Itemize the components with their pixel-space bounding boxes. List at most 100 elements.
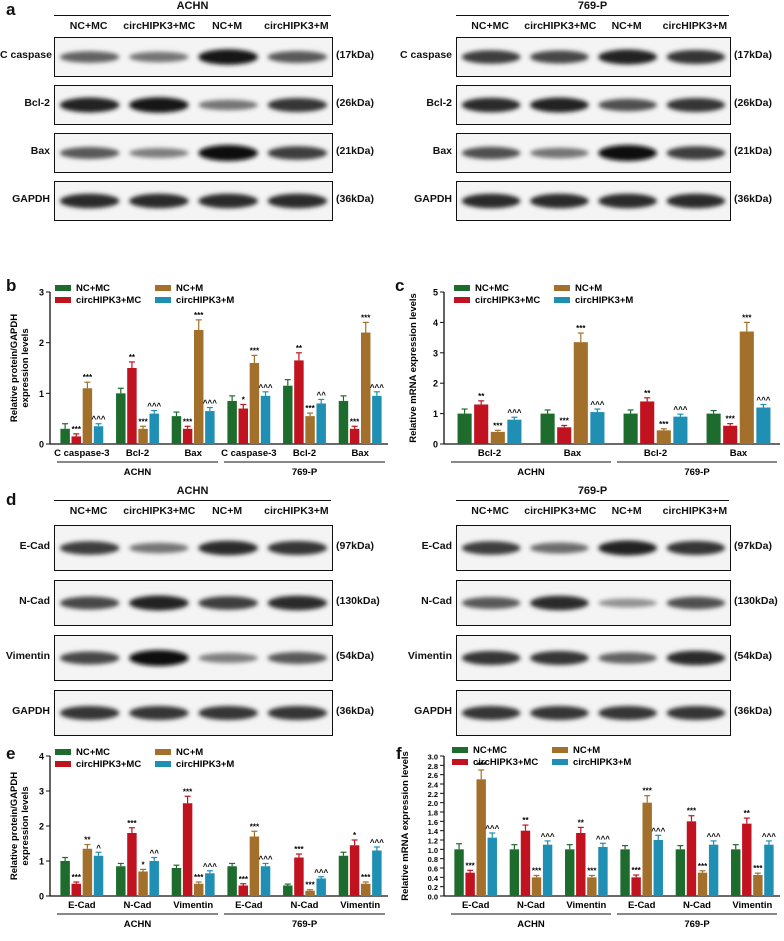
- bar: [349, 428, 360, 444]
- bar: [623, 413, 638, 444]
- protein-label: C caspase: [0, 49, 52, 61]
- panel-letter-c: c: [395, 276, 405, 295]
- blot-strip: [54, 525, 333, 571]
- legend-label: circHIPK3+M: [575, 295, 633, 306]
- bar: [454, 849, 464, 896]
- lane-label: NC+M: [212, 505, 243, 517]
- bar: [260, 395, 271, 444]
- y-tick-label: 4: [433, 318, 438, 328]
- bar: [474, 404, 489, 444]
- western-blot-achn-apoptosis: ACHN NC+MC circHIPK3+MC NC+M circHIPK3+M C ca…: [0, 0, 392, 240]
- x-tick-label: Bcl-2: [478, 448, 501, 459]
- significance-mark: ^^^: [92, 415, 106, 424]
- bar: [490, 431, 505, 444]
- bar: [205, 873, 215, 896]
- bar: [283, 885, 293, 896]
- y-tick-label: 3: [39, 787, 44, 797]
- bar: [149, 413, 159, 444]
- significance-mark: ^^^: [203, 399, 217, 408]
- bar: [653, 840, 663, 896]
- protein-band: [598, 49, 657, 65]
- protein-band: [59, 97, 120, 113]
- legend-swatch: [55, 761, 71, 767]
- lane-label: NC+MC: [69, 20, 108, 32]
- blot-strip: [456, 635, 731, 681]
- bar: [338, 855, 349, 896]
- y-tick-label: 0.4: [428, 874, 439, 883]
- protein-band: [198, 540, 258, 556]
- bar-chart-b: 0 1 2 3 Relative protein/GAPDHexpression lev…: [9, 283, 388, 478]
- bar: [457, 413, 472, 444]
- protein-band: [59, 596, 120, 610]
- bar: [294, 857, 304, 896]
- cell-line-title: 769-P: [577, 485, 608, 497]
- bar: [465, 872, 475, 896]
- y-tick-label: 0.2: [428, 883, 438, 892]
- panel-letter-a: a: [6, 0, 16, 19]
- x-tick-label: Bcl-2: [293, 448, 316, 459]
- bar: [205, 411, 215, 444]
- molecular-weight-label: (17kDa): [336, 49, 374, 61]
- title-underline: [54, 500, 331, 501]
- y-tick-label: 5: [433, 288, 438, 298]
- protein-band: [59, 651, 120, 665]
- molecular-weight-label: (54kDa): [336, 650, 374, 662]
- y-tick-label: 1.6: [428, 818, 438, 827]
- x-tick-label: E-Cad: [462, 900, 490, 911]
- bar: [557, 427, 572, 444]
- bar: [673, 416, 688, 444]
- bar: [531, 877, 542, 896]
- significance-mark: ^^^: [259, 383, 273, 392]
- significance-mark: ^^^: [259, 854, 273, 863]
- bar: [686, 821, 697, 896]
- protein-band: [530, 50, 589, 64]
- legend-swatch: [454, 297, 470, 303]
- protein-band: [666, 98, 726, 112]
- legend-label: NC+MC: [473, 745, 507, 756]
- bar: [305, 416, 315, 444]
- protein-band: [267, 706, 328, 720]
- significance-mark: ^^^: [590, 400, 604, 409]
- blot-strip: [456, 525, 731, 571]
- significance-mark: ***: [587, 866, 597, 875]
- bar: [260, 866, 271, 896]
- bar: [723, 425, 738, 444]
- blot-strip: [456, 85, 731, 125]
- blot-strip: [456, 181, 731, 221]
- protein-band: [59, 706, 120, 720]
- significance-mark: ^^^: [147, 402, 161, 411]
- protein-band: [129, 51, 189, 63]
- significance-mark: ***: [305, 404, 315, 413]
- protein-band: [461, 146, 521, 160]
- bar: [338, 400, 349, 444]
- title-underline: [456, 500, 729, 501]
- protein-band: [198, 99, 258, 111]
- cell-line-title: ACHN: [176, 0, 209, 12]
- protein-band: [666, 596, 726, 610]
- significance-mark: **: [84, 836, 91, 845]
- blot-strip: [54, 133, 333, 173]
- significance-mark: ***: [659, 420, 669, 429]
- blot-strip: [456, 133, 731, 173]
- y-tick-label: 2: [39, 822, 44, 832]
- significance-mark: ***: [687, 807, 697, 816]
- protein-band: [530, 706, 589, 720]
- protein-band: [530, 147, 589, 159]
- bar: [764, 844, 774, 896]
- blot-strip: [54, 181, 333, 221]
- molecular-weight-label: (21kDa): [336, 145, 374, 157]
- significance-mark: **: [644, 389, 651, 398]
- lane-label: circHIPK3+M: [662, 505, 728, 517]
- molecular-weight-label: (26kDa): [336, 97, 374, 109]
- significance-mark: **: [129, 353, 136, 362]
- significance-mark: *: [142, 860, 146, 869]
- lane-label: NC+M: [611, 20, 642, 32]
- protein-band: [666, 50, 726, 64]
- bar: [620, 849, 630, 896]
- protein-band: [666, 706, 726, 720]
- legend-swatch: [452, 747, 468, 753]
- significance-mark: ***: [250, 822, 260, 831]
- significance-mark: ^^^: [485, 824, 499, 833]
- significance-mark: ^^: [317, 390, 327, 399]
- lane-label: circHIPK3+M: [662, 20, 728, 32]
